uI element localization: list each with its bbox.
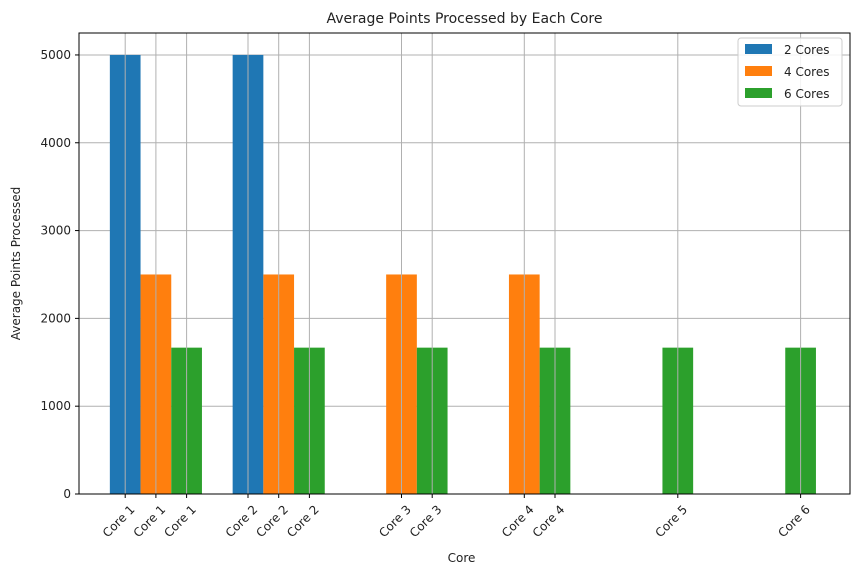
y-ticks: 0 1000 2000 3000 4000 5000: [40, 48, 79, 501]
legend-swatch-4-cores: [745, 66, 772, 76]
y-tick-label: 1000: [40, 399, 71, 413]
legend-swatch-6-cores: [745, 88, 772, 98]
y-tick-label: 2000: [40, 311, 71, 325]
plot-frame: [78, 32, 851, 495]
legend-label-4-cores: 4 Cores: [784, 65, 829, 79]
legend-swatch-2-cores: [745, 44, 772, 54]
y-tick-label: 5000: [40, 48, 71, 62]
y-tick-label: 3000: [40, 224, 71, 238]
legend-label-6-cores: 6 Cores: [784, 87, 829, 101]
legend: 2 Cores 4 Cores 6 Cores: [737, 37, 843, 107]
y-axis-title: Average Points Processed: [9, 187, 23, 340]
x-axis-title: Core: [448, 551, 476, 565]
vertical-grid-layer: [124, 33, 802, 494]
y-tick-label: 4000: [40, 136, 71, 150]
legend-label-2-cores: 2 Cores: [784, 43, 829, 57]
y-tick-label: 0: [63, 487, 71, 501]
chart-title: Average Points Processed by Each Core: [327, 11, 603, 27]
